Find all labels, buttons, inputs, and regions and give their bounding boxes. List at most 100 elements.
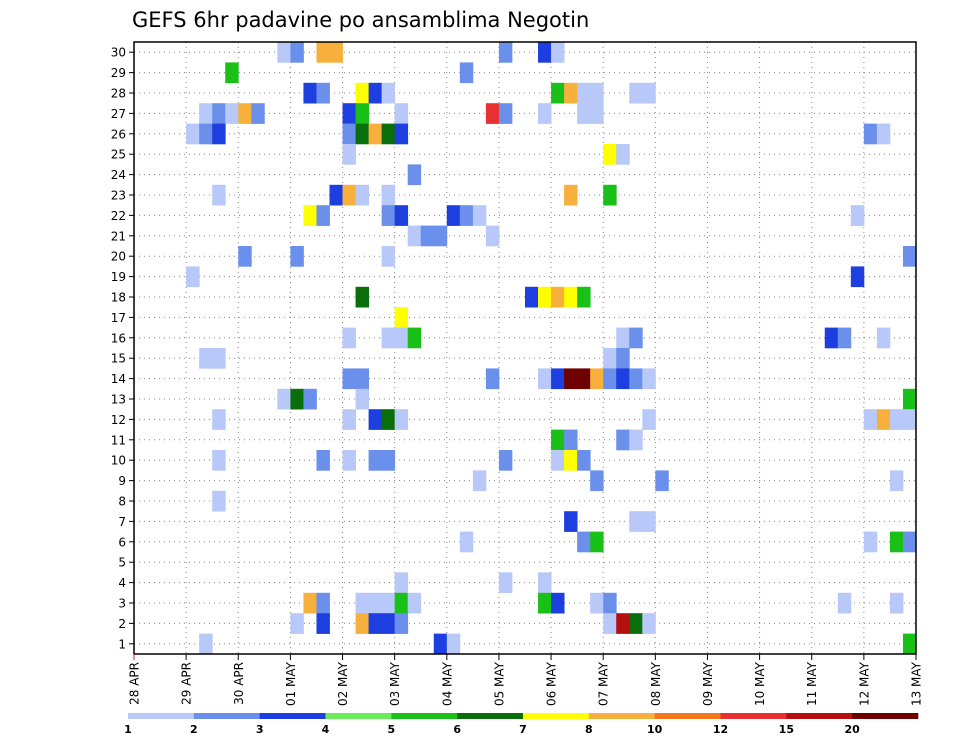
- heatmap-cell: [342, 409, 356, 430]
- heatmap-cell: [642, 82, 656, 104]
- y-tick-label: 9: [118, 474, 126, 488]
- heatmap-cell: [551, 368, 565, 390]
- heatmap-cell: [381, 82, 396, 104]
- heatmap-cell: [433, 225, 448, 247]
- heatmap-cell: [551, 286, 565, 308]
- heatmap-cell: [564, 450, 578, 471]
- x-tick-label: 07 MAY: [597, 661, 611, 706]
- heatmap-cell: [564, 429, 578, 451]
- heatmap-cell: [433, 633, 448, 655]
- heatmap-cell: [485, 225, 500, 247]
- colorbar-swatch: [523, 713, 590, 719]
- heatmap-cell: [316, 42, 330, 63]
- y-tick-label: 10: [111, 454, 126, 468]
- heatmap-cell: [355, 184, 369, 206]
- heatmap-cell: [381, 246, 396, 267]
- heatmap-cell: [303, 205, 317, 226]
- y-tick-label: 20: [111, 250, 126, 264]
- y-tick-label: 7: [118, 515, 126, 529]
- heatmap-cell: [355, 286, 369, 308]
- heatmap-cell: [212, 123, 226, 145]
- heatmap-cell: [551, 82, 565, 104]
- heatmap-cell: [316, 205, 330, 226]
- x-tick-label: 10 MAY: [753, 661, 767, 706]
- heatmap-cell: [355, 82, 369, 104]
- heatmap-cell: [472, 205, 487, 226]
- heatmap-cell: [342, 184, 356, 206]
- heatmap-cell: [603, 184, 617, 206]
- heatmap-cell: [394, 327, 409, 349]
- heatmap-cell: [290, 613, 304, 634]
- x-tick-label: 01 MAY: [284, 661, 298, 706]
- heatmap-cell: [564, 184, 578, 206]
- x-tick-label: 02 MAY: [336, 661, 350, 706]
- heatmap-cell: [876, 123, 891, 145]
- x-tick-label: 28 APR: [128, 662, 142, 705]
- heatmap-cell: [355, 388, 369, 410]
- heatmap-cell: [381, 592, 396, 614]
- heatmap-cell: [381, 205, 396, 226]
- heatmap-cell: [199, 103, 213, 124]
- y-tick-label: 6: [118, 535, 126, 549]
- colorbar-label: 12: [713, 723, 728, 736]
- colorbar-swatch: [457, 713, 524, 719]
- heatmap-cell: [603, 368, 617, 390]
- y-tick-label: 30: [111, 46, 126, 60]
- heatmap-cell: [251, 103, 265, 124]
- heatmap-cell: [290, 42, 304, 63]
- heatmap-cell: [902, 531, 917, 553]
- heatmap-cell: [577, 103, 591, 124]
- heatmap-cell: [446, 633, 461, 655]
- heatmap-cell: [863, 409, 878, 430]
- heatmap-cell: [525, 286, 539, 308]
- heatmap-cell: [863, 531, 878, 553]
- colorbar-label: 3: [256, 723, 264, 736]
- heatmap-cell: [355, 592, 369, 614]
- heatmap-cell: [186, 266, 200, 288]
- x-tick-label: 30 APR: [232, 662, 246, 705]
- heatmap-cell: [355, 368, 369, 390]
- heatmap-cell: [212, 184, 226, 206]
- heatmap-cell: [394, 613, 409, 634]
- y-tick-label: 17: [111, 311, 126, 325]
- heatmap-cell: [225, 62, 239, 84]
- heatmap-cell: [199, 123, 213, 145]
- heatmap-cell: [368, 613, 383, 634]
- heatmap-cell: [824, 327, 839, 349]
- heatmap-cell: [642, 613, 656, 634]
- heatmap-cell: [472, 470, 487, 492]
- colorbar-swatch: [259, 713, 326, 719]
- heatmap-cell: [498, 42, 513, 63]
- heatmap-cell: [629, 429, 643, 451]
- heatmap-cell: [876, 409, 891, 430]
- heatmap-cell: [238, 246, 252, 267]
- heatmap-cell: [837, 327, 852, 349]
- heatmap-cell: [837, 592, 852, 614]
- heatmap-cell: [225, 103, 239, 124]
- colorbar-label: 20: [845, 723, 861, 736]
- heatmap-cell: [850, 266, 865, 288]
- x-tick-label: 13 MAY: [910, 661, 924, 706]
- heatmap-cell: [381, 123, 396, 145]
- y-tick-label: 2: [118, 617, 126, 631]
- heatmap-cell: [212, 490, 226, 512]
- heatmap-cell: [603, 613, 617, 634]
- y-tick-label: 15: [111, 352, 126, 366]
- heatmap-cell: [368, 592, 383, 614]
- heatmap-cell: [420, 225, 435, 247]
- x-tick-label: 04 MAY: [440, 661, 454, 706]
- y-tick-label: 12: [111, 413, 126, 427]
- y-tick-label: 23: [111, 189, 126, 203]
- heatmap-cell: [629, 82, 643, 104]
- heatmap-cell: [407, 225, 422, 247]
- heatmap-cell: [603, 348, 617, 369]
- y-tick-label: 19: [111, 270, 126, 284]
- heatmap-cell: [538, 592, 552, 614]
- heatmap-cell: [381, 409, 396, 430]
- heatmap-cell: [459, 531, 474, 553]
- x-tick-label: 29 APR: [180, 662, 194, 705]
- heatmap-cell: [381, 184, 396, 206]
- heatmap-cell: [303, 592, 317, 614]
- heatmap-cell: [459, 62, 474, 84]
